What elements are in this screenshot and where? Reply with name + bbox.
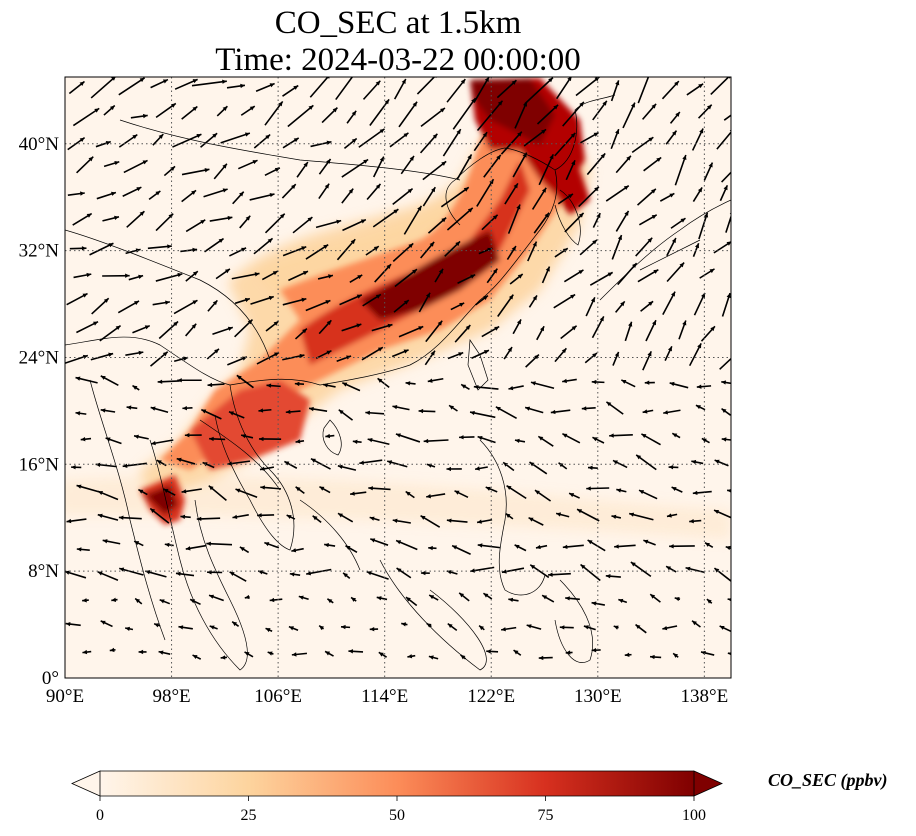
colorbar-gradient xyxy=(100,771,694,796)
x-tick-label: 90°E xyxy=(46,686,84,707)
y-tick-label: 8°N xyxy=(28,561,59,582)
coastlines xyxy=(65,94,731,671)
colorbar-tick-label: 25 xyxy=(241,807,257,824)
colorbar-tick-label: 0 xyxy=(96,807,104,824)
map-time-subtitle: Time: 2024-03-22 00:00:00 xyxy=(215,42,581,78)
colorbar-tick-label: 75 xyxy=(538,807,554,824)
y-tick-label: 0° xyxy=(42,668,59,689)
x-tick-label: 122°E xyxy=(467,686,515,707)
y-tick-label: 24°N xyxy=(19,347,60,368)
latitude-tick-labels: 0° 8°N 16°N 24°N 32°N 40°N xyxy=(19,134,60,689)
colorbar: 0 25 50 75 100 xyxy=(71,770,723,824)
x-tick-label: 106°E xyxy=(254,686,302,707)
x-tick-label: 130°E xyxy=(574,686,622,707)
colorbar-extend-max xyxy=(693,770,723,797)
wind-vectors xyxy=(65,77,731,661)
map-frame xyxy=(64,76,732,679)
x-tick-label: 138°E xyxy=(681,686,729,707)
x-tick-label: 98°E xyxy=(152,686,190,707)
colorbar-title: CO_SEC (ppbv) xyxy=(768,770,888,790)
y-tick-label: 32°N xyxy=(19,241,60,262)
colorbar-tick-label: 100 xyxy=(682,807,706,824)
colorbar-extend-min xyxy=(71,770,101,797)
colorbar-ticks: 0 25 50 75 100 xyxy=(96,796,706,824)
map-background xyxy=(65,77,731,678)
y-tick-label: 16°N xyxy=(19,454,60,475)
colorbar-tick-label: 50 xyxy=(389,807,405,824)
map-title: CO_SEC at 1.5km xyxy=(274,5,522,41)
x-tick-label: 114°E xyxy=(361,686,408,707)
longitude-tick-labels: 90°E 98°E 106°E 114°E 122°E 130°E 138°E xyxy=(46,686,728,707)
y-tick-label: 40°N xyxy=(19,134,60,155)
